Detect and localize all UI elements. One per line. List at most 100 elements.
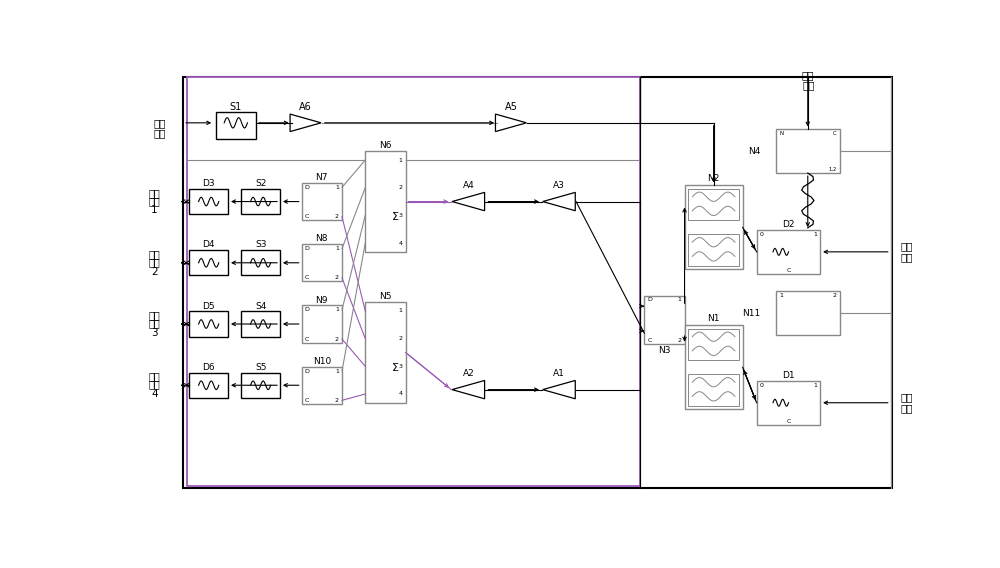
Text: D: D	[647, 298, 652, 303]
Text: Σ: Σ	[392, 212, 399, 222]
Text: 1: 1	[335, 307, 339, 312]
Bar	[302, 306, 342, 343]
Text: N2: N2	[707, 174, 720, 183]
Text: 接收: 接收	[149, 310, 160, 320]
Text: C: C	[305, 337, 309, 341]
Text: 波束: 波束	[154, 128, 166, 138]
Text: S3: S3	[255, 240, 266, 249]
Text: Σ: Σ	[392, 362, 399, 373]
Text: 接收: 接收	[149, 188, 160, 198]
Text: 2: 2	[398, 185, 402, 190]
Bar	[216, 112, 256, 140]
Text: 3: 3	[398, 213, 402, 218]
Text: D: D	[305, 246, 310, 251]
Text: 1: 1	[399, 308, 402, 314]
Text: D: D	[305, 185, 310, 190]
Text: A3: A3	[553, 181, 565, 190]
Text: 1: 1	[335, 185, 339, 190]
Text: 1,2: 1,2	[828, 167, 836, 172]
Text: 波束: 波束	[149, 379, 160, 390]
Bar	[189, 250, 228, 275]
Text: 4: 4	[398, 241, 402, 245]
Text: N10: N10	[313, 357, 331, 366]
Bar	[241, 373, 280, 398]
Text: 波束: 波束	[149, 318, 160, 328]
Text: N6: N6	[379, 141, 392, 149]
Text: N8: N8	[316, 235, 328, 244]
Text: 1: 1	[678, 298, 681, 303]
Text: 1: 1	[779, 293, 783, 298]
Text: A1: A1	[553, 369, 565, 378]
Text: N7: N7	[316, 173, 328, 182]
Text: 0: 0	[760, 232, 764, 237]
Text: 0: 0	[760, 383, 764, 388]
Text: D6: D6	[202, 363, 215, 372]
Bar	[644, 295, 685, 344]
Text: 1: 1	[813, 232, 817, 237]
Text: 天线: 天线	[901, 252, 913, 262]
Text: 1: 1	[335, 246, 339, 251]
Text: 2: 2	[335, 275, 339, 281]
Bar	[688, 329, 739, 360]
Text: 右旋: 右旋	[901, 392, 913, 403]
Text: 1: 1	[813, 383, 817, 388]
Text: A6: A6	[299, 102, 312, 112]
Bar	[302, 367, 342, 404]
Text: N5: N5	[379, 291, 392, 300]
Bar	[685, 325, 743, 410]
Text: 2: 2	[832, 293, 836, 298]
Bar	[189, 189, 228, 214]
Text: C: C	[305, 214, 309, 219]
Bar	[302, 183, 342, 220]
Bar	[302, 244, 342, 281]
Text: D2: D2	[782, 220, 795, 229]
Text: 2: 2	[398, 336, 402, 341]
Bar	[241, 311, 280, 337]
Text: 4: 4	[151, 389, 158, 399]
Bar	[757, 230, 820, 274]
Text: D: D	[305, 307, 310, 312]
Bar	[189, 373, 228, 398]
Text: 3: 3	[398, 364, 402, 369]
Bar	[776, 130, 840, 173]
Bar	[685, 185, 743, 269]
Text: 1: 1	[335, 369, 339, 374]
Text: N1: N1	[707, 314, 720, 323]
Text: N: N	[779, 131, 783, 136]
Bar	[365, 302, 406, 403]
Text: S4: S4	[255, 302, 266, 311]
Text: S2: S2	[255, 179, 266, 188]
Bar	[241, 189, 280, 214]
Text: 2: 2	[151, 266, 158, 277]
Bar	[688, 189, 739, 220]
Text: 2: 2	[335, 398, 339, 403]
Text: C: C	[305, 398, 309, 403]
Text: C: C	[305, 275, 309, 281]
Text: D3: D3	[202, 179, 215, 188]
Text: 接收: 接收	[149, 371, 160, 382]
Text: C: C	[786, 268, 791, 273]
Text: N11: N11	[742, 308, 761, 318]
Text: N9: N9	[316, 296, 328, 304]
Text: 2: 2	[335, 337, 339, 341]
Text: N3: N3	[658, 346, 671, 355]
Text: 2: 2	[335, 214, 339, 219]
Text: N4: N4	[748, 147, 761, 156]
Text: D1: D1	[782, 371, 795, 379]
Text: 天线: 天线	[901, 403, 913, 413]
Bar	[365, 151, 406, 252]
Text: S5: S5	[255, 363, 266, 372]
Text: 校准: 校准	[802, 70, 814, 80]
Text: 接收: 接收	[149, 249, 160, 259]
Text: 波束: 波束	[802, 81, 815, 91]
Bar	[688, 374, 739, 406]
Text: C: C	[833, 131, 836, 136]
Text: 波束: 波束	[149, 196, 160, 206]
Bar	[241, 250, 280, 275]
Text: A5: A5	[505, 102, 517, 112]
Text: 2: 2	[677, 338, 681, 343]
Text: D4: D4	[202, 240, 215, 249]
Bar	[187, 77, 640, 486]
Text: 4: 4	[398, 391, 402, 396]
Text: D: D	[305, 369, 310, 374]
